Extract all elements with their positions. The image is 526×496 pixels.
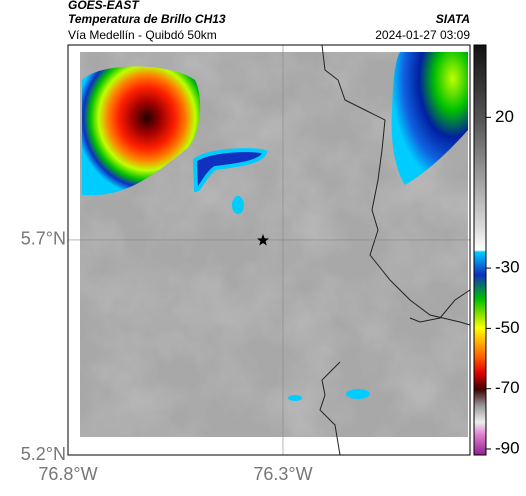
colorbar-tick-label: -90 [495,438,520,457]
subtitle: Vía Medellín - Quibdó 50km [68,28,217,42]
cloud-patch [192,148,268,193]
timestamp: 2024-01-27 03:09 [375,28,470,42]
colorbar-tick-label: -70 [495,378,520,397]
colorbar-tick-label: -30 [495,258,520,277]
cloud-patch [288,395,302,401]
y-tick-label: 5.2°N [21,444,66,464]
satellite-image [80,44,471,456]
storm-cell [391,52,468,185]
colorbar-tick-label: 20 [495,107,514,126]
header: GOES-EAST Temperatura de Brillo CH13 Vía… [68,0,470,42]
source: GOES-EAST [68,0,140,12]
border-line [319,361,341,456]
cloud-patch [346,389,370,399]
location-star [257,234,269,246]
storm-cell [82,66,201,195]
x-tick-label: 76.8°W [38,464,97,484]
border-line [409,289,471,323]
credit: SIATA [436,12,470,26]
title: Temperatura de Brillo CH13 [68,12,226,26]
y-tick-label: 5.7°N [21,229,66,249]
ticks: 76.8°W 76.3°W 5.2°N 5.7°N 20 -30 -50 -70 -90 [21,107,520,484]
cloud-patch [232,196,244,214]
map-frame [67,44,471,456]
colorbar [473,44,487,456]
colorbar-tick-label: -50 [495,318,520,337]
x-tick-label: 76.3°W [253,464,312,484]
grid [68,45,470,455]
border-line [321,44,471,326]
